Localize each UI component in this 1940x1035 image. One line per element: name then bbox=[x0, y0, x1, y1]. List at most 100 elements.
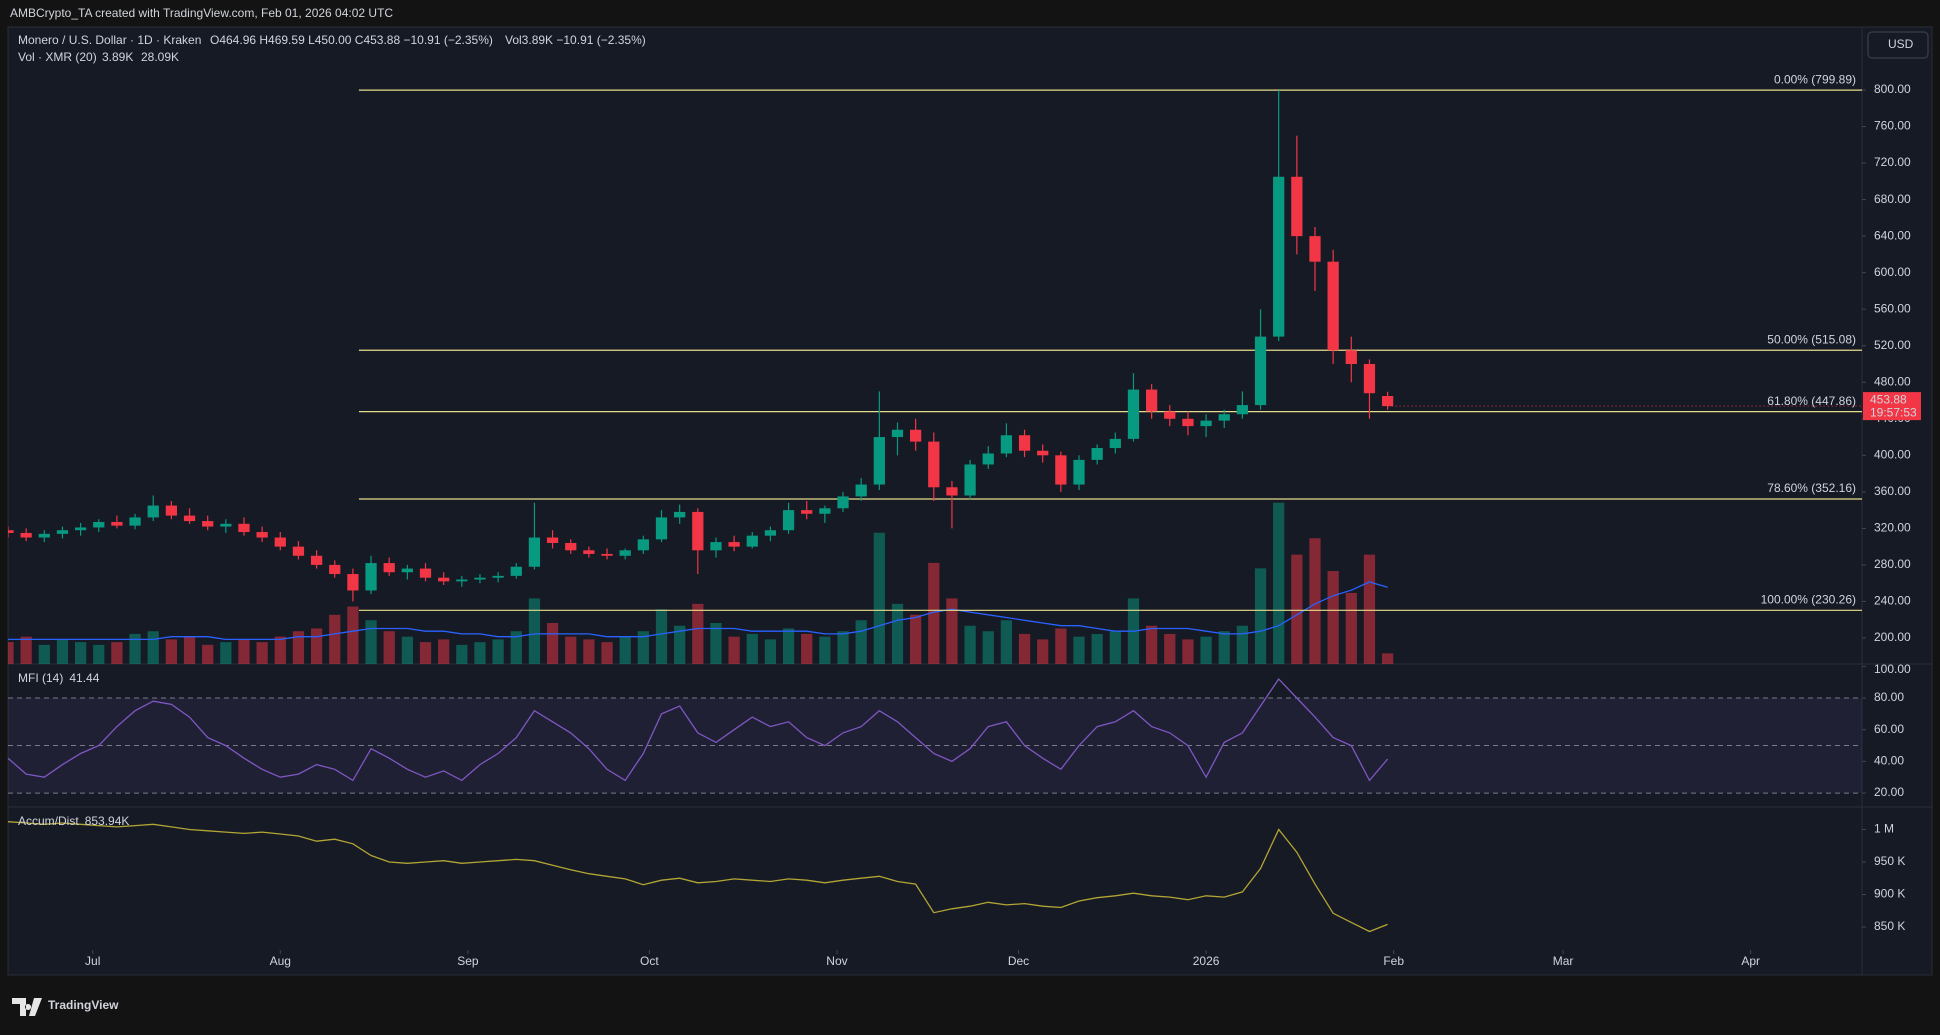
candle-body bbox=[873, 437, 885, 485]
ohlc-legend: O464.96 H469.59 L450.00 C453.88 −10.91 (… bbox=[210, 33, 493, 47]
y-tick-label: 560.00 bbox=[1874, 301, 1911, 315]
x-tick-label: Dec bbox=[1008, 954, 1029, 968]
volume-bar bbox=[383, 631, 395, 664]
candle-body bbox=[583, 550, 595, 554]
candle-body bbox=[365, 563, 377, 591]
candle-body bbox=[111, 521, 123, 526]
y-tick-label: 20.00 bbox=[1874, 785, 1904, 799]
footer-logo[interactable]: TradingView bbox=[12, 998, 119, 1016]
volume-bar bbox=[565, 636, 577, 664]
candle-body bbox=[1345, 350, 1357, 364]
volume-ma-line bbox=[8, 581, 1388, 641]
candle-body bbox=[474, 577, 486, 580]
y-tick-label: 80.00 bbox=[1874, 690, 1904, 704]
indicator-value: 853.94K bbox=[85, 814, 130, 828]
volume-bar bbox=[38, 644, 50, 664]
volume-legend-top: Vol3.89K −10.91 (−2.35%) bbox=[505, 33, 646, 47]
candle-body bbox=[910, 429, 922, 442]
candle-body bbox=[1018, 435, 1031, 451]
volume-bar bbox=[764, 639, 777, 664]
candle-body bbox=[292, 546, 305, 556]
volume-bar bbox=[655, 609, 668, 664]
volume-bar bbox=[728, 636, 740, 664]
volume-bar bbox=[528, 598, 541, 664]
y-tick-label: 200.00 bbox=[1874, 630, 1911, 644]
currency-label[interactable]: USD bbox=[1888, 37, 1914, 51]
volume-bar bbox=[256, 642, 268, 664]
candle-body bbox=[1291, 176, 1303, 237]
volume-bar bbox=[801, 633, 813, 664]
volume-bar bbox=[365, 620, 377, 664]
candle-body bbox=[1236, 405, 1249, 415]
x-tick-label: Sep bbox=[457, 954, 479, 968]
candle-body bbox=[383, 563, 395, 573]
volume-bar bbox=[1182, 639, 1194, 664]
volume-bar bbox=[1091, 633, 1103, 664]
candle-body bbox=[1037, 450, 1049, 456]
volume-bar bbox=[510, 631, 522, 664]
volume-bar bbox=[1164, 633, 1176, 664]
volume-ma-value: 28.09K bbox=[141, 50, 179, 64]
candle-body bbox=[419, 568, 432, 578]
candle-body bbox=[601, 553, 613, 556]
candle-body bbox=[746, 535, 758, 547]
candle-body bbox=[274, 537, 286, 547]
candle-body bbox=[1273, 176, 1285, 337]
candle-body bbox=[1164, 411, 1176, 419]
candle-body bbox=[619, 550, 631, 556]
candle-body bbox=[928, 441, 940, 488]
y-tick-label: 40.00 bbox=[1874, 754, 1904, 768]
volume-bar bbox=[601, 642, 613, 664]
candle-body bbox=[764, 530, 777, 536]
candle-body bbox=[329, 564, 341, 575]
volume-title: Vol · XMR (20) bbox=[18, 50, 97, 64]
y-tick-label: 800.00 bbox=[1874, 82, 1911, 96]
brand[interactable]: TradingView bbox=[48, 998, 119, 1012]
y-tick-label: 400.00 bbox=[1874, 447, 1911, 461]
x-tick-label: Aug bbox=[270, 954, 291, 968]
y-tick-label: 280.00 bbox=[1874, 557, 1911, 571]
candle-body bbox=[674, 511, 686, 518]
volume-bar bbox=[347, 606, 359, 664]
candle-body bbox=[347, 574, 359, 591]
volume-bar bbox=[692, 603, 704, 664]
candle-body bbox=[1254, 336, 1267, 406]
currency-button[interactable] bbox=[1867, 31, 1929, 59]
y-tick-label: 520.00 bbox=[1874, 338, 1911, 352]
x-tick-label: Jul bbox=[85, 954, 100, 968]
volume-bar bbox=[492, 639, 504, 664]
x-tick-label: Nov bbox=[826, 954, 847, 968]
volume-bar bbox=[1309, 538, 1321, 664]
countdown: 19:57:53 bbox=[1870, 405, 1917, 419]
candle-body bbox=[546, 537, 559, 543]
candle-body bbox=[129, 517, 141, 526]
volume-bar bbox=[1145, 625, 1158, 664]
volume-bar bbox=[438, 639, 450, 664]
volume-bar bbox=[583, 639, 595, 664]
candle-body bbox=[1109, 438, 1121, 449]
volume-bar bbox=[1254, 568, 1267, 664]
volume-bar bbox=[1381, 653, 1394, 664]
volume-bar bbox=[8, 642, 14, 664]
chart-frame bbox=[7, 26, 1933, 976]
volume-bar bbox=[637, 631, 649, 664]
y-tick-label: 720.00 bbox=[1874, 155, 1911, 169]
x-tick-label: 2026 bbox=[1193, 954, 1220, 968]
volume-bar bbox=[20, 636, 32, 664]
volume-bar bbox=[746, 633, 758, 664]
candle-body bbox=[837, 496, 849, 509]
candle-body bbox=[728, 542, 740, 547]
volume-bar bbox=[855, 620, 867, 664]
logo-icon[interactable] bbox=[12, 998, 42, 1016]
indicator-title: MFI (14) bbox=[18, 671, 63, 685]
candle-body bbox=[565, 542, 577, 551]
candle-body bbox=[74, 527, 87, 531]
candle-body bbox=[710, 542, 722, 551]
main-plot bbox=[8, 89, 1862, 664]
fib-label: 100.00% (230.26) bbox=[1761, 593, 1856, 607]
volume-bar bbox=[946, 598, 958, 664]
volume-bar bbox=[1327, 571, 1339, 664]
volume-bar bbox=[74, 642, 87, 664]
volume-bar bbox=[165, 639, 178, 664]
